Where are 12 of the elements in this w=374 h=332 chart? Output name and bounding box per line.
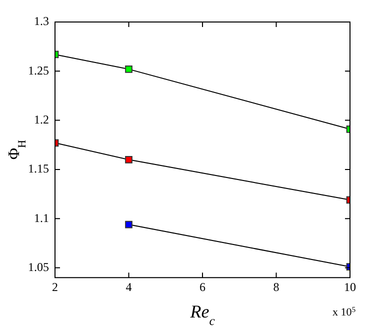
x-tick-label: 4 (126, 280, 132, 294)
y-tick-label: 1.1 (34, 210, 49, 225)
x-tick-label: 10 (344, 280, 356, 294)
y-tick-label: 1.05 (28, 260, 49, 274)
x-tick-label: 2 (52, 280, 58, 294)
x-tick-label: 6 (200, 280, 206, 294)
y-tick-label: 1.2 (34, 112, 49, 126)
y-tick-label: 1.25 (28, 63, 49, 78)
y-axis-title: ΦH (6, 140, 28, 160)
y-tick-label: 1.3 (34, 14, 49, 28)
y-tick-label: 1.15 (28, 162, 49, 176)
x-tick-label: 8 (273, 280, 280, 294)
